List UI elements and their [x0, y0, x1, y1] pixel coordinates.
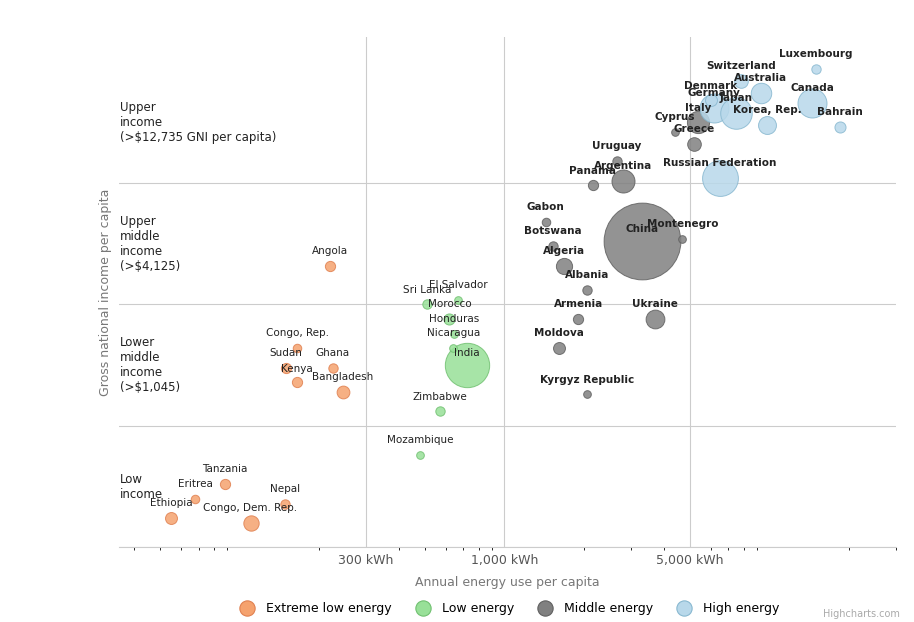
- Point: [691, 118, 706, 128]
- Text: Tanzania: Tanzania: [202, 465, 248, 475]
- Point: [733, 76, 748, 86]
- Point: [325, 363, 340, 373]
- Point: [188, 494, 203, 504]
- Point: [323, 261, 337, 271]
- Text: Italy: Italy: [686, 103, 712, 113]
- Text: Bahrain: Bahrain: [817, 108, 863, 118]
- Text: Congo, Rep.: Congo, Rep.: [266, 328, 329, 338]
- Text: Canada: Canada: [790, 83, 834, 93]
- Text: Bangladesh: Bangladesh: [312, 372, 373, 382]
- Text: Uruguay: Uruguay: [592, 141, 642, 152]
- Point: [616, 175, 631, 185]
- Point: [579, 285, 594, 295]
- Text: Cyprus: Cyprus: [654, 113, 696, 123]
- Text: Germany: Germany: [688, 88, 740, 98]
- Point: [667, 127, 682, 137]
- Point: [460, 360, 474, 370]
- Point: [579, 389, 594, 399]
- Point: [804, 98, 819, 108]
- Point: [648, 314, 663, 324]
- Point: [335, 387, 350, 397]
- Point: [279, 363, 293, 373]
- Point: [442, 314, 457, 324]
- Text: Highcharts.com: Highcharts.com: [824, 609, 900, 619]
- Text: Moldova: Moldova: [534, 328, 583, 338]
- Text: Denmark: Denmark: [684, 81, 738, 91]
- Point: [585, 180, 600, 190]
- Text: Morocco: Morocco: [428, 299, 472, 309]
- Point: [413, 450, 428, 460]
- Text: Luxembourg: Luxembourg: [780, 49, 853, 59]
- Point: [571, 314, 586, 324]
- Point: [420, 300, 434, 310]
- Text: Botswana: Botswana: [524, 226, 581, 236]
- Text: Upper
income
(>$12,735 GNI per capita): Upper income (>$12,735 GNI per capita): [121, 101, 277, 144]
- Text: Armenia: Armenia: [554, 299, 603, 309]
- Point: [164, 513, 178, 523]
- Text: Nepal: Nepal: [270, 484, 300, 494]
- Text: El Salvador: El Salvador: [429, 280, 488, 290]
- Point: [729, 108, 744, 118]
- Point: [760, 120, 774, 130]
- Text: India: India: [454, 348, 480, 358]
- Text: Panama: Panama: [569, 165, 616, 176]
- Text: Upper
middle
income
(>$4,125): Upper middle income (>$4,125): [121, 215, 181, 273]
- Point: [557, 261, 571, 271]
- X-axis label: Annual energy use per capita: Annual energy use per capita: [415, 575, 600, 588]
- Text: Russian Federation: Russian Federation: [663, 159, 777, 169]
- Point: [290, 343, 304, 353]
- Text: Angola: Angola: [313, 246, 348, 256]
- Text: Kenya: Kenya: [282, 364, 314, 374]
- Text: Gabon: Gabon: [526, 202, 565, 212]
- Point: [551, 343, 566, 353]
- Text: Montenegro: Montenegro: [647, 219, 718, 229]
- Text: Kyrgyz Republic: Kyrgyz Republic: [540, 374, 634, 384]
- Point: [675, 234, 690, 244]
- Point: [538, 217, 553, 227]
- Text: Sri Lanka: Sri Lanka: [403, 285, 452, 295]
- Text: Ghana: Ghana: [316, 348, 350, 358]
- Point: [243, 518, 258, 528]
- Text: China: China: [625, 225, 658, 234]
- Point: [634, 236, 649, 246]
- Text: Albania: Albania: [565, 270, 610, 280]
- Point: [707, 103, 722, 113]
- Point: [703, 96, 717, 106]
- Text: Mozambique: Mozambique: [387, 435, 453, 445]
- Text: Australia: Australia: [735, 73, 788, 83]
- Point: [686, 139, 701, 149]
- Point: [809, 64, 824, 74]
- Point: [447, 328, 462, 338]
- Text: Ukraine: Ukraine: [632, 299, 678, 309]
- Point: [833, 122, 847, 132]
- Text: Ethiopia: Ethiopia: [150, 498, 192, 509]
- Text: Argentina: Argentina: [594, 161, 652, 171]
- Text: Nicaragua: Nicaragua: [427, 328, 480, 338]
- Y-axis label: Gross national income per capita: Gross national income per capita: [99, 188, 112, 396]
- Text: Lower
middle
income
(>$1,045): Lower middle income (>$1,045): [121, 337, 180, 394]
- Text: Algeria: Algeria: [543, 246, 585, 256]
- Point: [754, 88, 769, 98]
- Point: [610, 156, 624, 166]
- Text: Japan: Japan: [719, 93, 753, 103]
- Text: Korea, Rep.: Korea, Rep.: [733, 105, 802, 115]
- Point: [546, 241, 560, 251]
- Text: Congo, Dem. Rep.: Congo, Dem. Rep.: [204, 503, 298, 513]
- Point: [218, 479, 232, 489]
- Legend: Extreme low energy, Low energy, Middle energy, High energy: Extreme low energy, Low energy, Middle e…: [230, 597, 784, 620]
- Point: [290, 377, 304, 387]
- Text: Honduras: Honduras: [429, 314, 479, 324]
- Point: [432, 406, 447, 416]
- Point: [452, 295, 466, 305]
- Text: Low
income: Low income: [121, 473, 164, 501]
- Point: [713, 173, 728, 183]
- Point: [446, 343, 461, 353]
- Text: Eritrea: Eritrea: [178, 479, 213, 489]
- Text: Zimbabwe: Zimbabwe: [412, 392, 467, 402]
- Point: [277, 499, 292, 509]
- Text: Sudan: Sudan: [270, 348, 303, 358]
- Text: Switzerland: Switzerland: [706, 62, 776, 72]
- Text: Greece: Greece: [674, 124, 715, 134]
